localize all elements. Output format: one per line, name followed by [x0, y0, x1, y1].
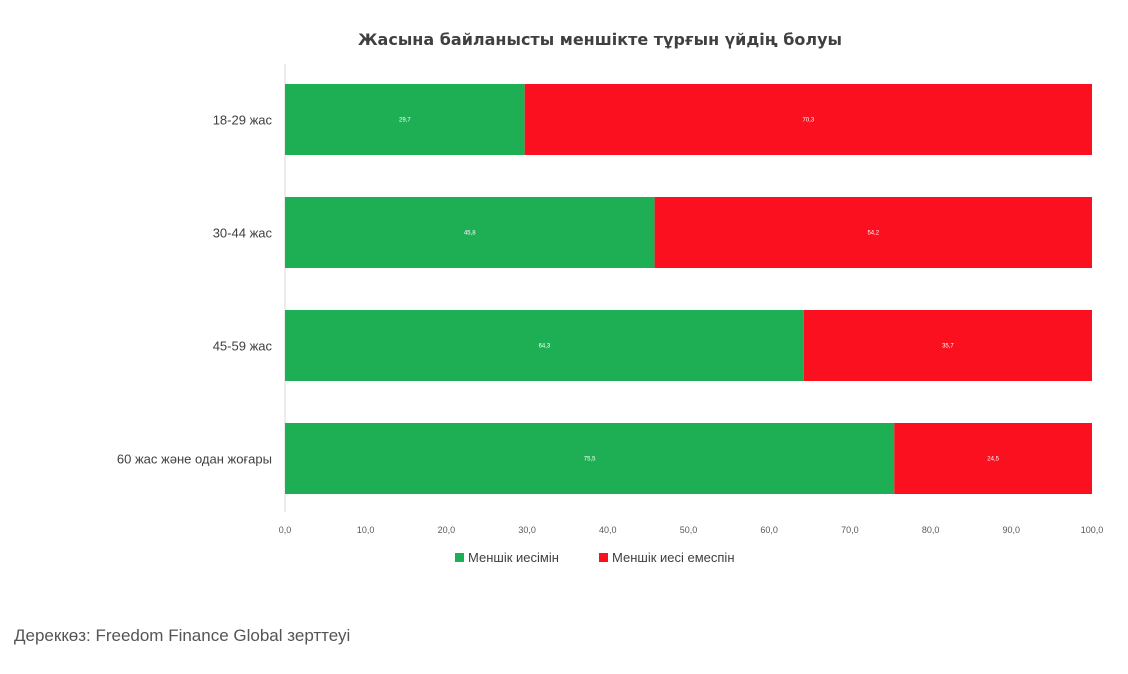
legend: Меншік иесімін Меншік иесі емеспін: [455, 550, 735, 565]
legend-swatch: [455, 553, 464, 562]
legend-swatch: [599, 553, 608, 562]
category-label: 60 жас және одан жоғары: [117, 452, 272, 467]
data-label: 45,8: [464, 231, 476, 237]
x-tick-label: 60,0: [760, 525, 778, 535]
x-tick-label: 10,0: [357, 525, 375, 535]
category-labels: 18-29 жас 30-44 жас 45-59 жас 60 жас және о…: [117, 113, 273, 467]
x-tick-label: 20,0: [438, 525, 456, 535]
x-tick-label: 40,0: [599, 525, 617, 535]
bar-segment: [285, 84, 525, 155]
data-label: 54,2: [867, 231, 879, 237]
chart-title: Жасына байланысты меншікте тұрғын үйдің …: [358, 30, 842, 49]
data-label: 75,5: [584, 457, 596, 463]
data-label: 70,3: [802, 118, 814, 124]
x-tick-label: 70,0: [841, 525, 859, 535]
data-label: 64,3: [539, 344, 551, 350]
bar-segment: [285, 423, 895, 494]
data-label: 24,5: [987, 457, 999, 463]
category-label: 18-29 жас: [213, 113, 273, 128]
x-tick-label: 100,0: [1081, 525, 1104, 535]
bar-segment: [894, 423, 1092, 494]
legend-label: Меншік иесімін: [468, 550, 559, 565]
chart: Жасына байланысты меншікте тұрғын үйдің …: [117, 30, 1104, 565]
data-label: 29,7: [399, 118, 411, 124]
x-tick-label: 0,0: [279, 525, 292, 535]
x-tick-label: 50,0: [680, 525, 698, 535]
bar-segment: [285, 310, 804, 381]
bar-segment: [285, 197, 655, 268]
bar-segment: [654, 197, 1092, 268]
source-note: Дереккөз: Freedom Finance Global зерттеу…: [14, 626, 351, 645]
x-axis-ticks: 0,0 10,0 20,0 30,0 40,0 50,0 60,0 70,0 80,0 90,0 1…: [279, 525, 1104, 535]
x-tick-label: 30,0: [518, 525, 536, 535]
category-label: 30-44 жас: [213, 226, 273, 241]
data-label: 35,7: [942, 344, 954, 350]
x-tick-label: 90,0: [1003, 525, 1021, 535]
data-labels: 29,7 70,3 45,8 54,2 64,3 35,7 75,5 24,5: [399, 118, 1000, 463]
legend-label: Меншік иесі емеспін: [612, 550, 735, 565]
bars: [285, 84, 1092, 494]
bar-segment: [524, 84, 1092, 155]
category-label: 45-59 жас: [213, 339, 273, 354]
bar-segment: [803, 310, 1092, 381]
x-tick-label: 80,0: [922, 525, 940, 535]
